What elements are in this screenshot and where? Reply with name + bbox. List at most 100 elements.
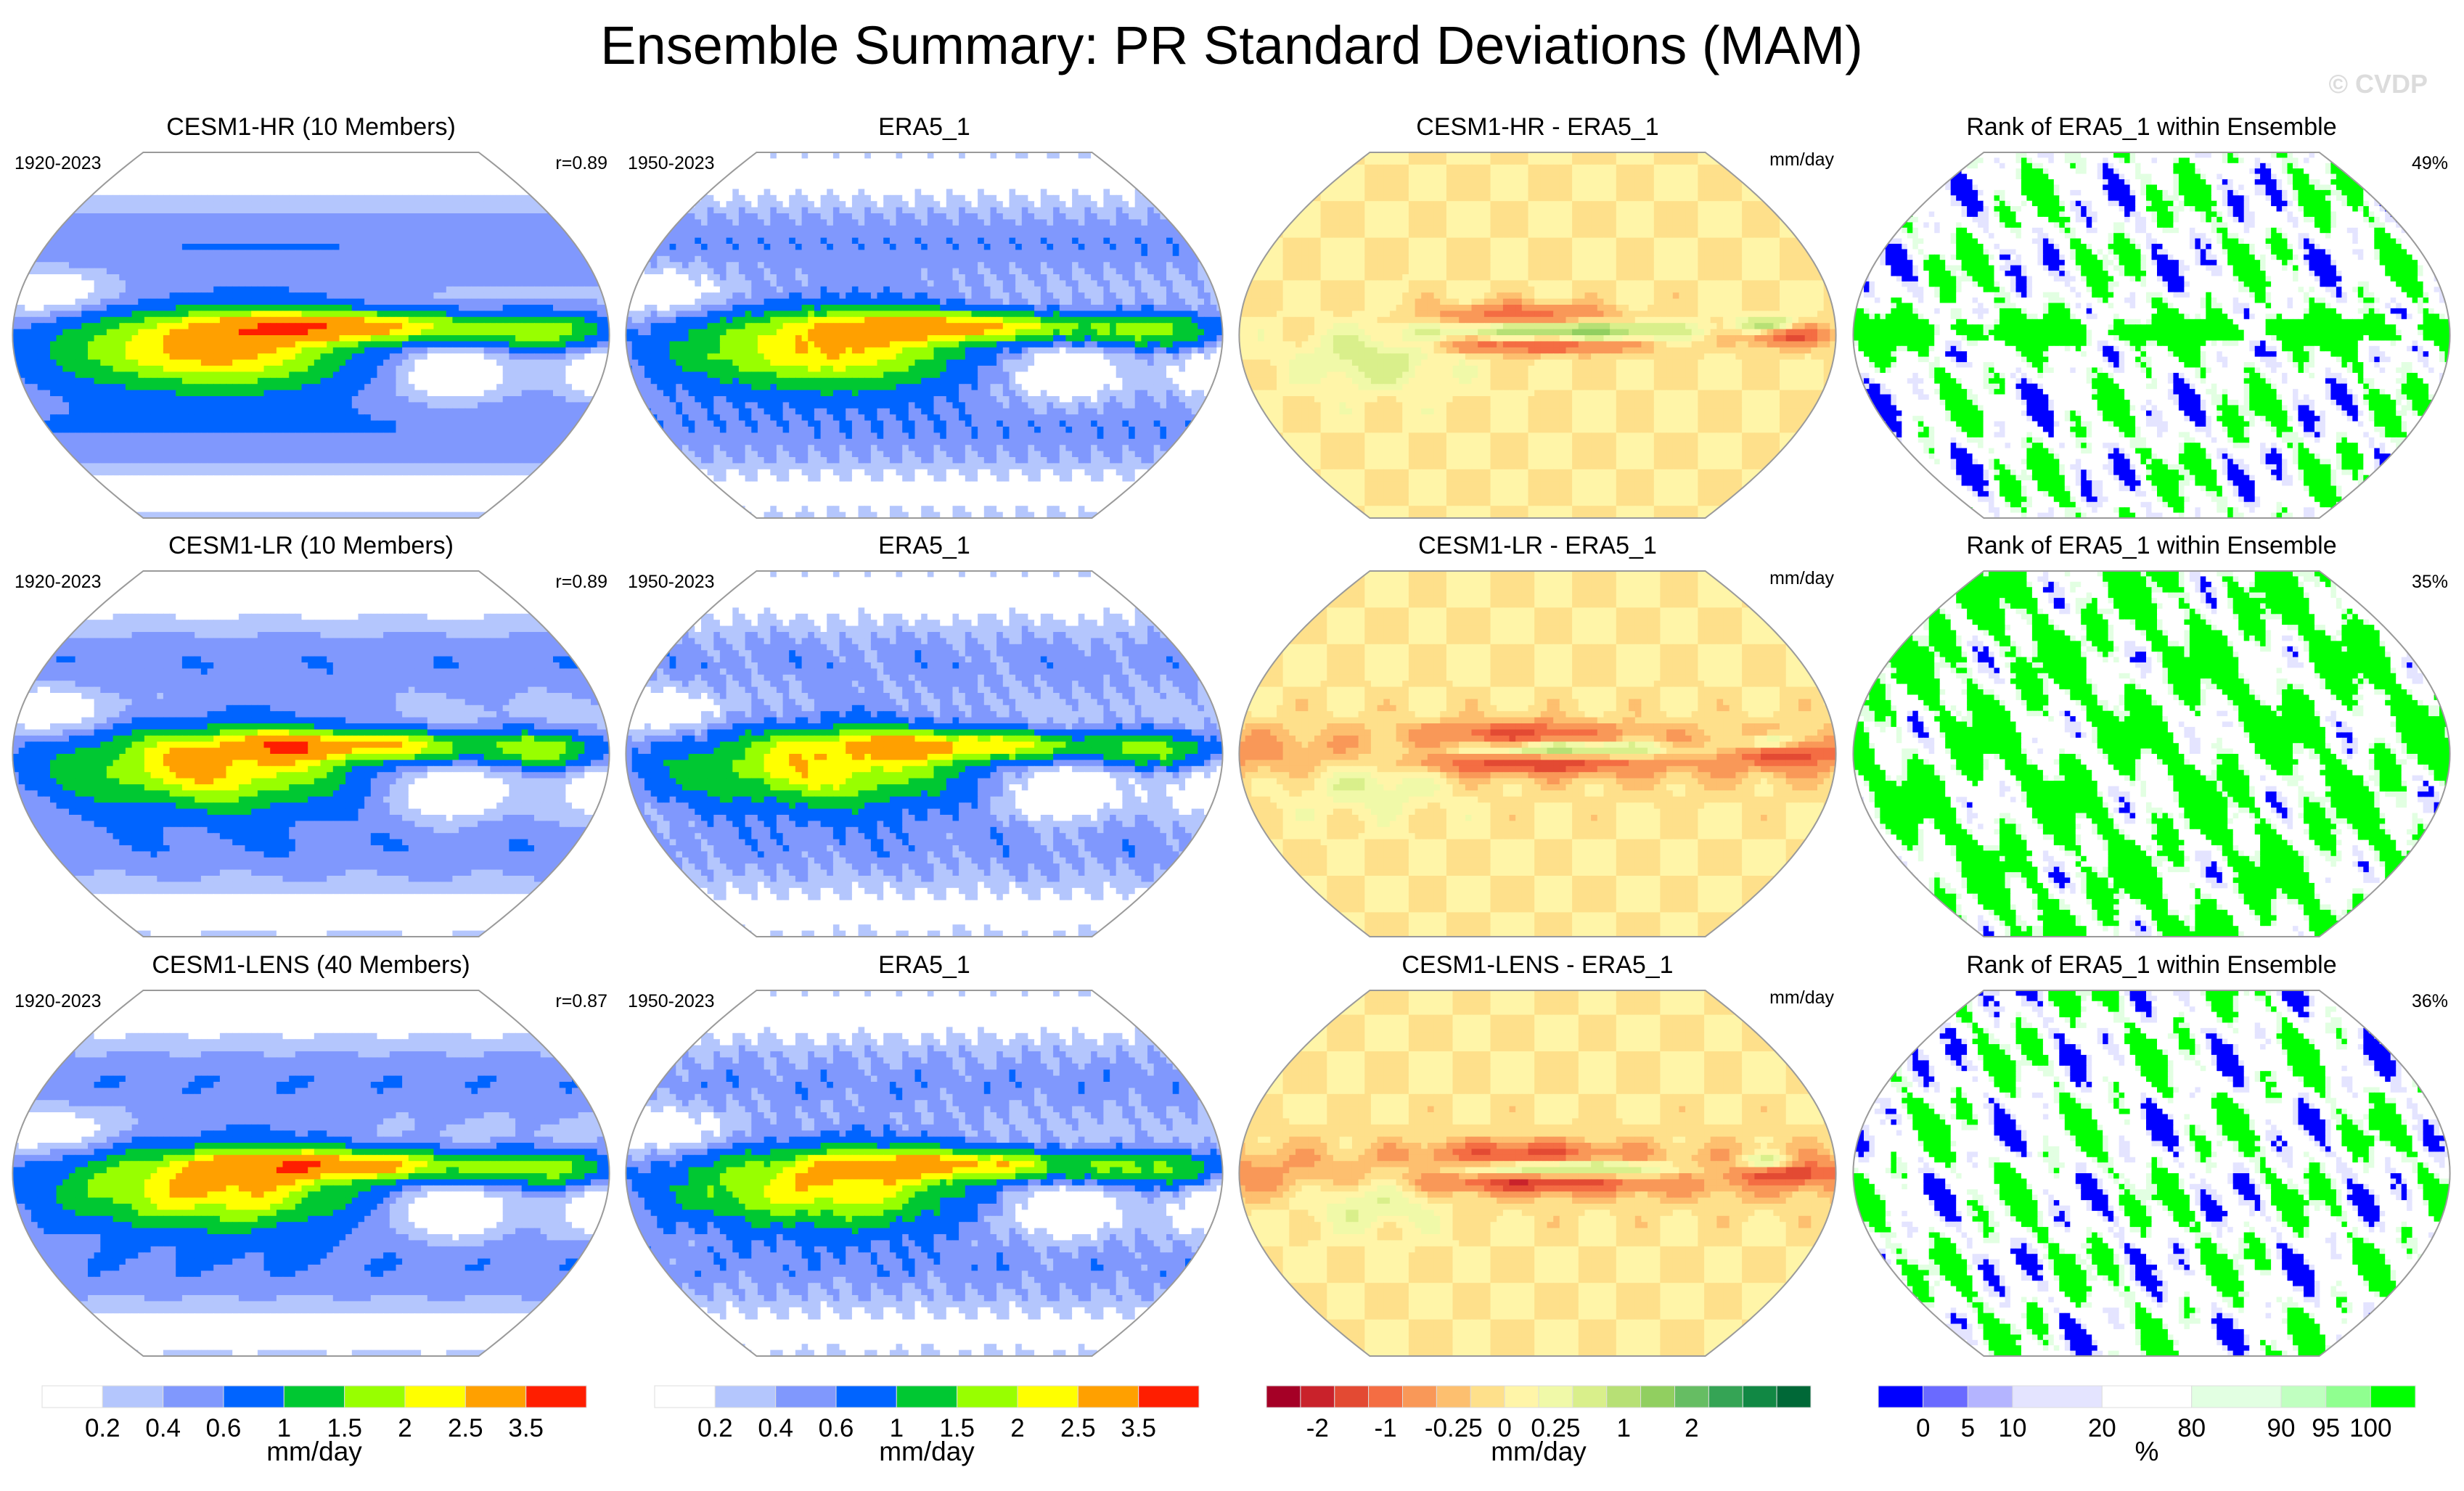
period-label: 1920-2023 [15,153,102,173]
cvdp-watermark: © CVDP [2328,69,2428,99]
colorbar-tick-label: 95 [2312,1414,2340,1442]
colorbar-units: mm/day [879,1437,975,1466]
colorbar-swatch [896,1386,957,1408]
panel-title: ERA5_1 [878,951,970,979]
rank-field [1853,990,2451,1357]
colorbar-tick-label: -1 [1375,1414,1397,1442]
colorbar-swatch [1403,1386,1437,1408]
panel-title: Rank of ERA5_1 within Ensemble [1966,532,2336,559]
colorbar-swatch [1078,1386,1138,1408]
panel-title: Rank of ERA5_1 within Ensemble [1966,113,2336,141]
colorbar-tick-label: 0.4 [758,1414,793,1442]
colorbar-tick-label: 80 [2177,1414,2206,1442]
colorbar-tick-label: 0.6 [206,1414,242,1442]
colorbar-swatch [1139,1386,1199,1408]
obs-field [626,571,1224,937]
colorbar-units: mm/day [1491,1437,1587,1466]
colorbar-swatch [102,1386,163,1408]
colorbar-swatch [1641,1386,1675,1408]
diff-field [1239,571,1837,937]
period-label: 1950-2023 [628,153,715,173]
panel-rank-row2: Rank of ERA5_1 within Ensemble 35% [1853,532,2451,937]
panel-diff-row3: CESM1-LENS - ERA5_1mm/day [1239,951,1837,1357]
units-label: mm/day [1769,987,1834,1008]
colorbar-swatch [1539,1386,1573,1408]
diff-field [1239,152,1837,519]
panel-diff-row2: CESM1-LR - ERA5_1mm/day [1239,532,1837,937]
units-label: mm/day [1769,568,1834,588]
colorbar-tick-label: 90 [2267,1414,2296,1442]
period-label: 1920-2023 [15,991,102,1011]
diff-field [1239,990,1837,1357]
colorbar-tick-label: 2 [398,1414,412,1442]
colorbar-tick-label: 20 [2088,1414,2116,1442]
colorbar-swatch [42,1386,102,1408]
colorbar-tick-label: -2 [1306,1414,1329,1442]
colorbar-rank: 0 5 10 20 80 90 95 100% [1878,1386,2415,1466]
colorbar-diff: -2 -1 -0.25 0 0.25 1 2mm/day [1266,1386,1811,1466]
colorbar-std-obs: 0.2 0.4 0.6 1 1.5 2 2.5 3.5mm/day [655,1386,1199,1466]
pattern-correlation: r=0.89 [555,153,607,173]
model-field [12,152,610,519]
panel-model-row2: CESM1-LR (10 Members)1920-2023 r=0.89 [12,532,610,937]
panel-model-row1: CESM1-HR (10 Members) 1920-2023 r=0.89 [12,113,610,519]
colorbar-swatch [1266,1386,1301,1408]
colorbar-tick-label: 0.4 [145,1414,181,1442]
colorbar-tick-label: 2.5 [448,1414,483,1442]
colorbar-swatch [405,1386,465,1408]
panel-title: CESM1-LENS (40 Members) [152,951,470,979]
colorbar-swatch [1923,1386,1968,1408]
colorbar-units: % [2135,1437,2159,1466]
obs-field [626,990,1224,1357]
pattern-correlation: r=0.89 [555,572,607,592]
colorbar-tick-label: 0.2 [697,1414,733,1442]
colorbar-tick-label: 3.5 [1121,1414,1156,1442]
colorbar-swatch [1436,1386,1470,1408]
colorbar-swatch [1968,1386,2013,1408]
colorbar-swatch [2192,1386,2281,1408]
colorbar-swatch [957,1386,1018,1408]
colorbar-units: mm/day [266,1437,362,1466]
colorbar-swatch [1675,1386,1709,1408]
colorbar-swatch [2102,1386,2191,1408]
colorbar-tick-label: 2 [1685,1414,1698,1442]
colorbar-swatch [345,1386,405,1408]
rank-percent: 35% [2412,572,2448,592]
colorbar-tick-label: 0.2 [85,1414,120,1442]
colorbar-tick-label: 10 [1999,1414,2027,1442]
colorbar-tick-label: 2 [1010,1414,1024,1442]
colorbar-swatch [1708,1386,1743,1408]
colorbar-swatch [224,1386,284,1408]
panel-model-row3: CESM1-LENS (40 Members) 1920-2023 r=0.87 [12,951,610,1357]
colorbar-swatch [2326,1386,2371,1408]
model-field [12,571,610,937]
colorbar-swatch [1607,1386,1641,1408]
colorbar-tick-label: 0 [1916,1414,1930,1442]
colorbar-swatch [465,1386,525,1408]
colorbar-swatch [1573,1386,1607,1408]
colorbar-tick-label: 3.5 [508,1414,544,1442]
panel-title: ERA5_1 [878,113,970,141]
colorbar-swatch [163,1386,224,1408]
panel-title: Rank of ERA5_1 within Ensemble [1966,951,2336,979]
colorbar-swatch [1743,1386,1777,1408]
colorbar-swatch [1777,1386,1811,1408]
colorbar-swatch [1018,1386,1078,1408]
rank-percent: 36% [2412,991,2448,1011]
colorbar-tick-label: 2.5 [1060,1414,1096,1442]
colorbar-tick-label: 1 [1616,1414,1630,1442]
pattern-correlation: r=0.87 [555,991,607,1011]
panel-title: CESM1-LR (10 Members) [168,532,454,559]
colorbar-tick-label: 0.6 [819,1414,854,1442]
colorbar-swatch [2013,1386,2102,1408]
colorbar-tick-label: 5 [1961,1414,1975,1442]
colorbar-swatch [2281,1386,2326,1408]
colorbar-swatch [655,1386,715,1408]
colorbar-swatch [715,1386,775,1408]
colorbar-tick-label: 100 [2349,1414,2391,1442]
panel-title: CESM1-HR (10 Members) [166,113,456,141]
